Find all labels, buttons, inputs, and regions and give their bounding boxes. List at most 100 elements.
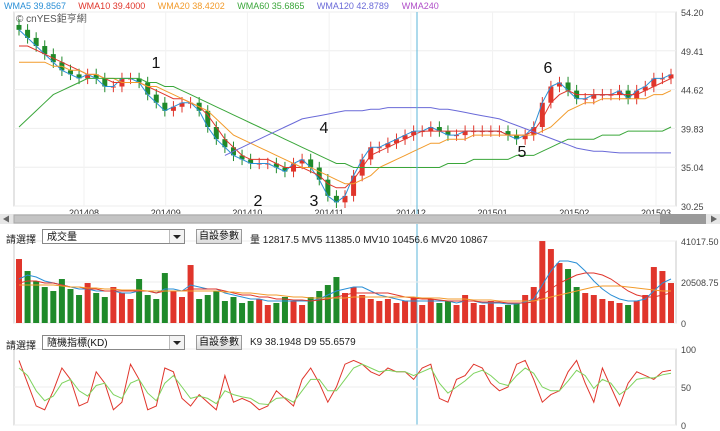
candlestick [85,74,91,79]
volume-series-mv5 [18,260,672,305]
kd-custom-params-button[interactable]: 自設參數 [196,335,242,350]
volume-bar [573,287,580,323]
volume-series-mv10 [18,272,672,304]
scroll-left-arrow-icon[interactable] [3,215,9,223]
volume-indicator-select[interactable]: 成交量 [42,229,185,244]
legend-entry-wma5: WMA5 39.8567 [4,1,66,11]
volume-bar [127,299,134,323]
volume-bar [264,305,271,323]
timeline-scrollbar-thumb[interactable] [13,214,663,224]
volume-bar [273,303,280,323]
volume-bar [556,263,563,323]
chart-annotation-2: 2 [254,193,263,210]
volume-y-tick-label: 0 [681,319,686,329]
volume-bar [616,303,623,323]
candlestick [556,82,562,87]
candlestick [162,102,168,111]
volume-bar [393,303,400,323]
volume-bar [633,301,640,323]
candlestick [668,74,674,79]
price-y-tick-label: 35.04 [681,163,704,173]
volume-bar [324,285,331,323]
candlestick [514,135,520,140]
candlestick [539,102,545,128]
volume-bar [419,305,426,323]
candlestick [222,139,228,148]
kd-indicator-select[interactable]: 隨機指標(KD) [42,335,185,350]
legend-entry-wma20: WMA20 38.4202 [158,1,225,11]
candlestick [591,94,597,99]
volume-bar [307,297,314,323]
candlestick [505,131,511,136]
volume-bar [582,293,589,323]
volume-bar [359,295,366,323]
price-x-tick-label: 201411 [314,208,343,218]
volume-bar [522,295,529,323]
volume-bar [590,295,597,323]
kd-stats: K9 38.1948 D9 55.6579 [250,337,356,348]
price-y-tick-label: 49.41 [681,47,704,57]
scroll-right-arrow-icon[interactable] [711,215,717,223]
candlestick [33,37,39,47]
volume-bar [221,301,228,323]
volume-bar [24,271,31,323]
volume-bar [144,295,151,323]
volume-bar [67,289,74,323]
candlestick [351,175,357,196]
volume-bar [196,299,203,323]
volume-custom-params-button[interactable]: 自設參數 [196,229,242,244]
volume-bar [33,281,40,323]
kd-select-label: 請選擇 [6,341,36,352]
legend-entry-wma60: WMA60 35.6865 [237,1,304,11]
kd-y-tick-label: 50 [681,383,691,393]
volume-series-mv20 [19,284,671,302]
candlestick [248,159,254,164]
price-x-tick-label: 201502 [559,208,589,218]
volume-bar [333,277,340,323]
volume-bar [316,291,323,323]
volume-bar [204,295,211,323]
volume-bar [668,283,674,323]
candlestick [153,94,159,103]
candlestick [110,86,116,88]
volume-bar [256,299,263,323]
candlestick [273,163,279,168]
volume-bar [76,295,83,323]
volume-bar [136,279,143,323]
chevron-down-icon [169,336,184,349]
candlestick [608,94,614,96]
candlestick [393,139,399,144]
candlestick [325,179,331,196]
candlestick [333,195,339,203]
volume-bar [213,291,220,323]
candlestick [16,24,22,30]
chevron-down-icon [169,230,184,243]
volume-bar [281,297,288,323]
volume-bar [427,299,434,323]
candlestick [411,131,417,136]
kd-y-tick-label: 0 [681,421,686,431]
candlestick [42,46,48,55]
candlestick [436,127,442,132]
price-x-tick-label: 201501 [478,208,508,218]
candlestick [342,195,348,203]
candlestick [316,167,322,180]
price-x-tick-label: 201410 [232,208,262,218]
scrollbar-handle[interactable] [660,214,706,224]
kd-series-k9 [18,359,672,411]
volume-bar [625,305,632,323]
watermark: © cnYES鉅亨網 [16,12,87,25]
volume-bar [161,273,168,323]
candlestick [299,159,305,164]
volume-y-tick-label: 41017.50 [681,237,719,247]
kd-y-tick-label: 100 [681,345,696,355]
price-series-wma120 [224,107,671,156]
volume-bar [179,297,185,323]
price-y-tick-label: 30.25 [681,202,704,212]
kd-series-d9 [18,363,672,406]
volume-bar [650,267,657,323]
price-plot-frame [13,11,677,207]
volume-bar [410,297,417,323]
volume-bar [170,291,177,323]
candlestick [25,29,31,38]
